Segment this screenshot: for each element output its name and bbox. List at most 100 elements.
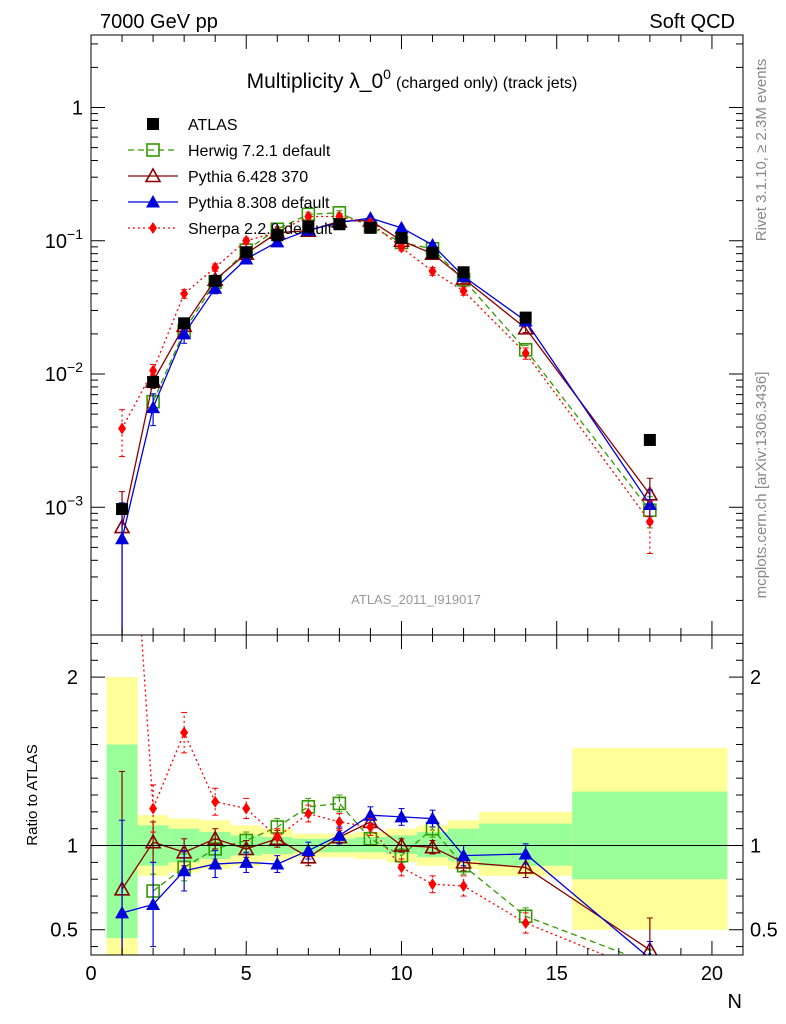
series-line-ratio-3 [121, 814, 647, 955]
point-main-4-9 [397, 241, 406, 254]
legend-label-3: Pythia 8.308 default [188, 195, 330, 212]
ratio-panel-series [113, 334, 658, 980]
point-ratio-2-1 [144, 833, 162, 849]
ratio-ytick-label-right-2: 0.5 [750, 920, 778, 942]
point-main-0-6 [302, 220, 315, 233]
rivet-version-label: Rivet 3.1.10, ≥ 2.3M events [753, 59, 770, 242]
point-main-4-4 [242, 234, 251, 247]
legend-marker-0 [147, 118, 159, 130]
point-ratio-3-11 [456, 848, 471, 862]
mcplots-label: mcplots.cern.ch [arXiv:1306.3436] [753, 372, 770, 599]
point-main-0-2 [178, 317, 191, 330]
xtick-label-0: 0 [85, 963, 96, 985]
main-ytick-label-1: 10−1 [45, 226, 83, 253]
ratio-ytick-label-right-1: 1 [750, 836, 761, 858]
point-ratio-3-12 [518, 846, 533, 860]
point-ratio-3-6 [301, 843, 316, 857]
series-line-ratio-4 [140, 635, 607, 955]
main-ytick-label-3: 10−3 [45, 492, 83, 519]
header-right-label: Soft QCD [649, 11, 735, 33]
ratio-ytick-label-left-1: 1 [67, 836, 78, 858]
ratio-y-axis-label: Ratio to ATLAS [24, 744, 41, 845]
point-main-0-13 [643, 433, 656, 446]
legend-label-1: Herwig 7.2.1 default [188, 143, 331, 160]
xtick-label-4: 20 [701, 963, 723, 985]
point-main-0-0 [116, 503, 129, 516]
legend-label-2: Pythia 6.428 370 [188, 169, 308, 186]
point-ratio-4-1 [149, 802, 158, 815]
title-suffix-text: (charged only) (track jets) [396, 75, 577, 92]
series-main-1 [146, 206, 657, 529]
point-main-3-13 [642, 497, 657, 510]
point-ratio-4-8 [366, 821, 375, 833]
point-ratio-3-0 [115, 905, 130, 919]
title-superscript: 0 [383, 66, 391, 82]
band-green-13 [572, 791, 728, 880]
point-ratio-4-11 [459, 879, 468, 892]
point-ratio-2-11 [455, 853, 472, 869]
point-main-3-0 [115, 531, 130, 545]
legend-marker-2 [144, 167, 162, 183]
point-ratio-2-6 [299, 848, 317, 864]
series-main-3 [115, 211, 657, 635]
point-ratio-1-7 [332, 796, 347, 811]
series-line-main-3 [121, 217, 651, 539]
point-main-4-12 [521, 347, 530, 360]
point-main-0-10 [426, 246, 439, 259]
main-ytick-label-exponent: −1 [67, 226, 83, 242]
series-main-0 [116, 218, 656, 516]
point-ratio-4-2 [180, 726, 189, 739]
series-ratio-4 [118, 334, 654, 980]
point-main-4-3 [211, 261, 220, 274]
point-ratio-3-10 [425, 811, 440, 825]
x-axis-label: N [728, 991, 742, 1013]
main-ytick-label-0: 1 [72, 97, 83, 119]
point-main-4-10 [428, 265, 437, 278]
point-main-4-6 [304, 210, 313, 223]
point-main-0-12 [519, 311, 532, 324]
main-plot-title: Multiplicity λ_00 (charged only) (track j… [247, 66, 578, 93]
series-line-main-2 [121, 219, 651, 528]
point-ratio-3-4 [239, 855, 254, 868]
point-ratio-3-1 [146, 897, 161, 910]
legend-marker-4 [149, 222, 157, 234]
point-ratio-4-13 [646, 968, 654, 980]
point-main-3-9 [394, 220, 409, 234]
point-ratio-3-3 [208, 857, 223, 870]
point-main-0-9 [395, 231, 408, 244]
point-ratio-4-10 [428, 878, 437, 891]
point-main-4-0 [118, 422, 127, 435]
point-main-0-4 [240, 246, 253, 259]
point-main-0-1 [147, 376, 160, 389]
main-ytick-label-base: 1 [72, 97, 83, 119]
main-ytick-label-base: 10 [45, 497, 67, 519]
point-main-0-5 [271, 229, 284, 242]
point-ratio-4-4 [242, 802, 251, 815]
point-ratio-4-0 [118, 334, 126, 346]
point-ratio-3-7 [332, 828, 347, 841]
main-ytick-label-2: 10−2 [45, 359, 83, 386]
point-main-0-8 [364, 221, 377, 234]
point-ratio-2-12 [517, 858, 535, 874]
point-ratio-3-2 [177, 863, 192, 877]
series-ratio-3 [115, 806, 653, 955]
legend-label-4: Sherpa 2.2.9 default [188, 221, 333, 238]
header-left-label: 7000 GeV pp [100, 11, 218, 33]
point-ratio-2-3 [206, 830, 224, 846]
point-main-0-3 [209, 274, 222, 287]
series-main-2 [113, 211, 659, 635]
ratio-ytick-label-left-2: 0.5 [50, 920, 78, 942]
point-ratio-4-12 [521, 917, 530, 929]
xtick-label-1: 5 [241, 963, 252, 985]
series-main-4 [118, 210, 654, 554]
point-ratio-4-5 [273, 831, 282, 844]
point-main-0-11 [457, 266, 470, 279]
analysis-watermark: ATLAS_2011_I919017 [351, 592, 481, 607]
point-ratio-4-3 [211, 795, 220, 808]
point-ratio-4-9 [397, 861, 406, 874]
legend: ATLAS Herwig 7.2.1 default Pythia 6.428 37… [128, 117, 333, 238]
ratio-uncertainty-bands [106, 677, 728, 955]
main-panel-series [113, 206, 659, 635]
point-ratio-3-8 [363, 808, 378, 821]
